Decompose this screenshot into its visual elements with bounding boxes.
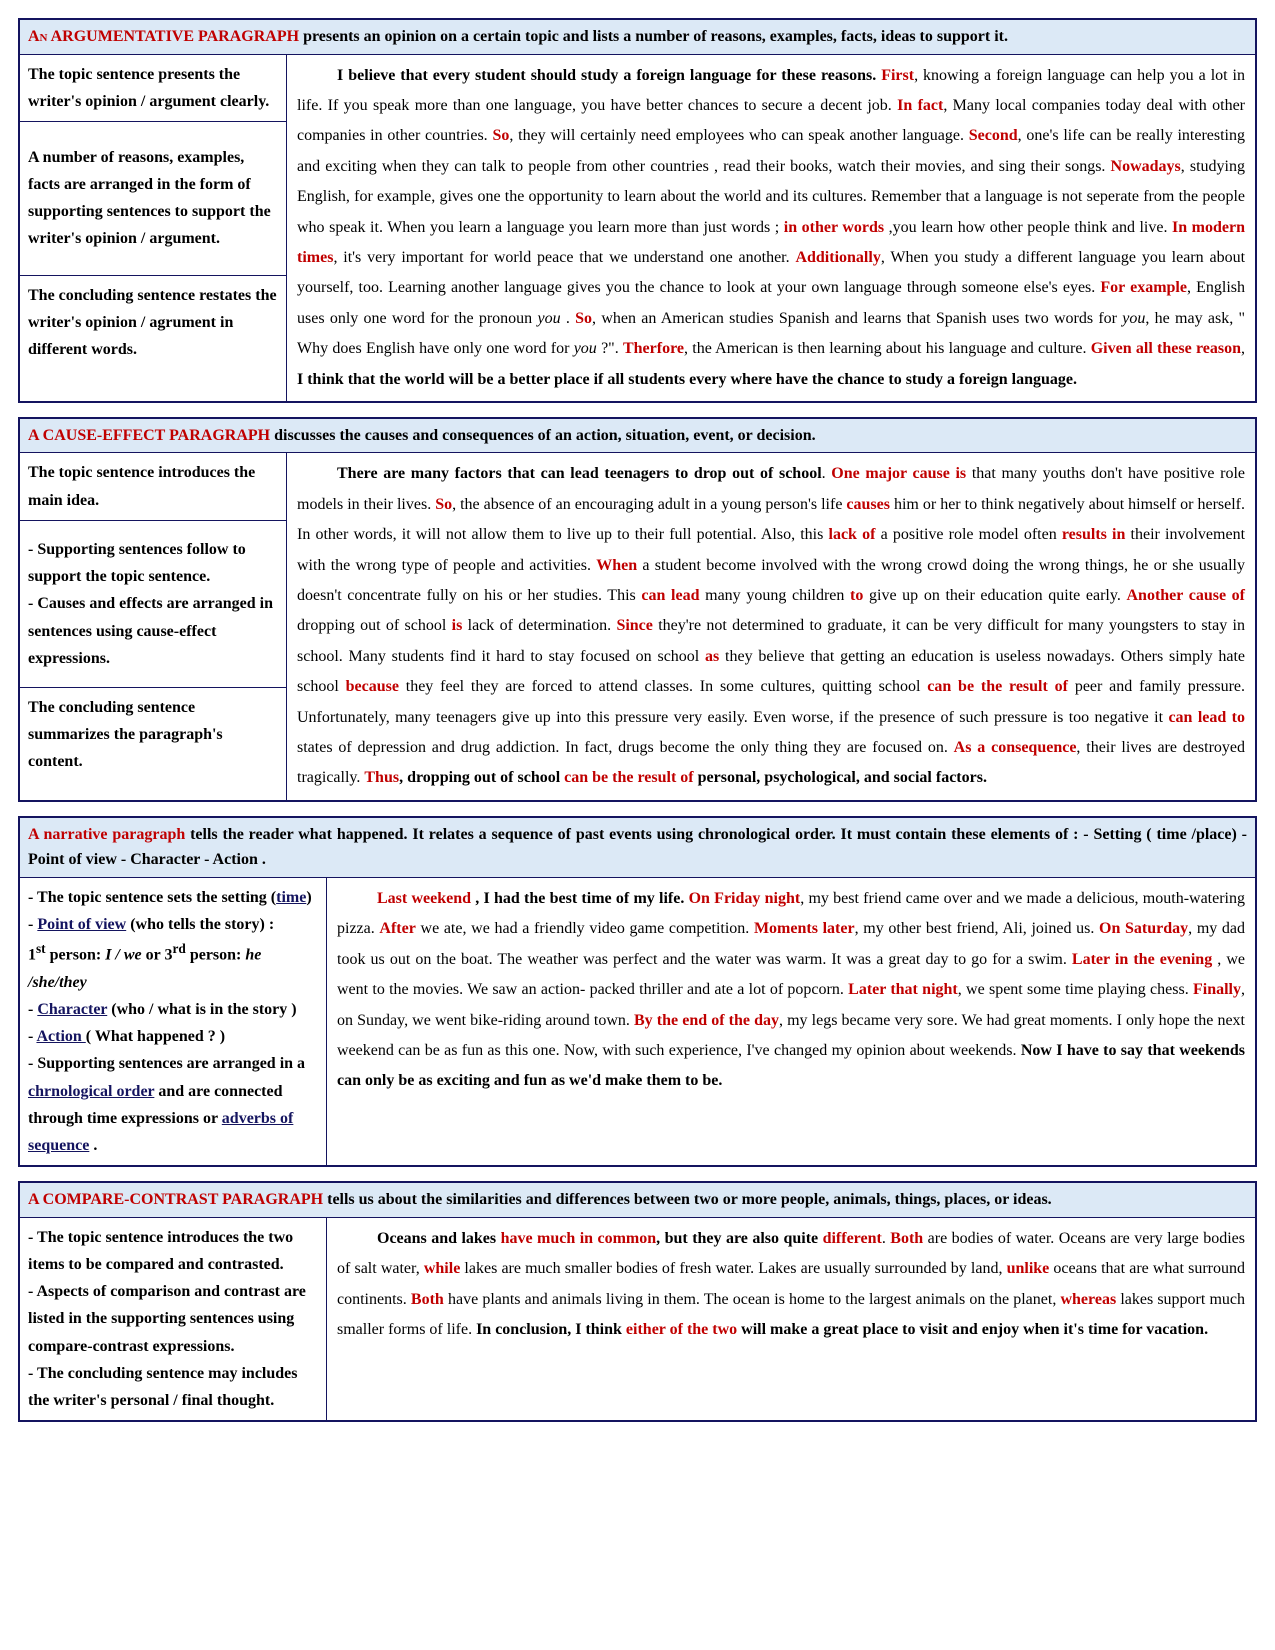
paragraph-text: There are many factors that can lead tee… (287, 453, 1255, 799)
section-header-text: tells the reader what happened. It relat… (28, 826, 1247, 869)
paragraph-text: Oceans and lakes have much in common, bu… (327, 1218, 1255, 1420)
left-cell: - The topic sentence sets the setting (t… (20, 878, 326, 1165)
left-cell: A number of reasons, examples, facts are… (20, 122, 286, 276)
document-root: An ARGUMENTATIVE PARAGRAPH presents an o… (18, 18, 1257, 1422)
left-column: - The topic sentence sets the setting (t… (20, 878, 327, 1165)
section-title: A narrative paragraph (28, 826, 185, 843)
section-header-text: discusses the causes and consequences of… (270, 427, 816, 444)
section-header: A narrative paragraph tells the reader w… (20, 818, 1255, 878)
section-body: The topic sentence introduces the main i… (20, 453, 1255, 799)
section: A COMPARE-CONTRAST PARAGRAPH tells us ab… (18, 1181, 1257, 1422)
section: A CAUSE-EFFECT PARAGRAPH discusses the c… (18, 417, 1257, 802)
section-body: - The topic sentence sets the setting (t… (20, 878, 1255, 1165)
section-header: A CAUSE-EFFECT PARAGRAPH discusses the c… (20, 419, 1255, 454)
section-body: - The topic sentence introduces the two … (20, 1218, 1255, 1420)
section-header-text: presents an opinion on a certain topic a… (299, 28, 1008, 45)
section-title: A CAUSE-EFFECT PARAGRAPH (28, 427, 270, 444)
left-cell: The topic sentence presents the writer's… (20, 55, 286, 122)
section: A narrative paragraph tells the reader w… (18, 816, 1257, 1167)
section-title: A COMPARE-CONTRAST PARAGRAPH (28, 1191, 323, 1208)
section-header: A COMPARE-CONTRAST PARAGRAPH tells us ab… (20, 1183, 1255, 1218)
left-cell: The topic sentence introduces the main i… (20, 453, 286, 520)
section-body: The topic sentence presents the writer's… (20, 55, 1255, 401)
section-header: An ARGUMENTATIVE PARAGRAPH presents an o… (20, 20, 1255, 55)
section-header-text: tells us about the similarities and diff… (323, 1191, 1052, 1208)
left-cell: - The topic sentence introduces the two … (20, 1218, 326, 1420)
paragraph-text: I believe that every student should stud… (287, 55, 1255, 401)
left-cell: The concluding sentence restates the wri… (20, 276, 286, 401)
left-column: The topic sentence introduces the main i… (20, 453, 287, 799)
section-title: An ARGUMENTATIVE PARAGRAPH (28, 28, 299, 45)
section: An ARGUMENTATIVE PARAGRAPH presents an o… (18, 18, 1257, 403)
left-cell: The concluding sentence summarizes the p… (20, 688, 286, 800)
left-cell: - Supporting sentences follow to support… (20, 521, 286, 688)
paragraph-text: Last weekend , I had the best time of my… (327, 878, 1255, 1165)
left-column: - The topic sentence introduces the two … (20, 1218, 327, 1420)
left-column: The topic sentence presents the writer's… (20, 55, 287, 401)
